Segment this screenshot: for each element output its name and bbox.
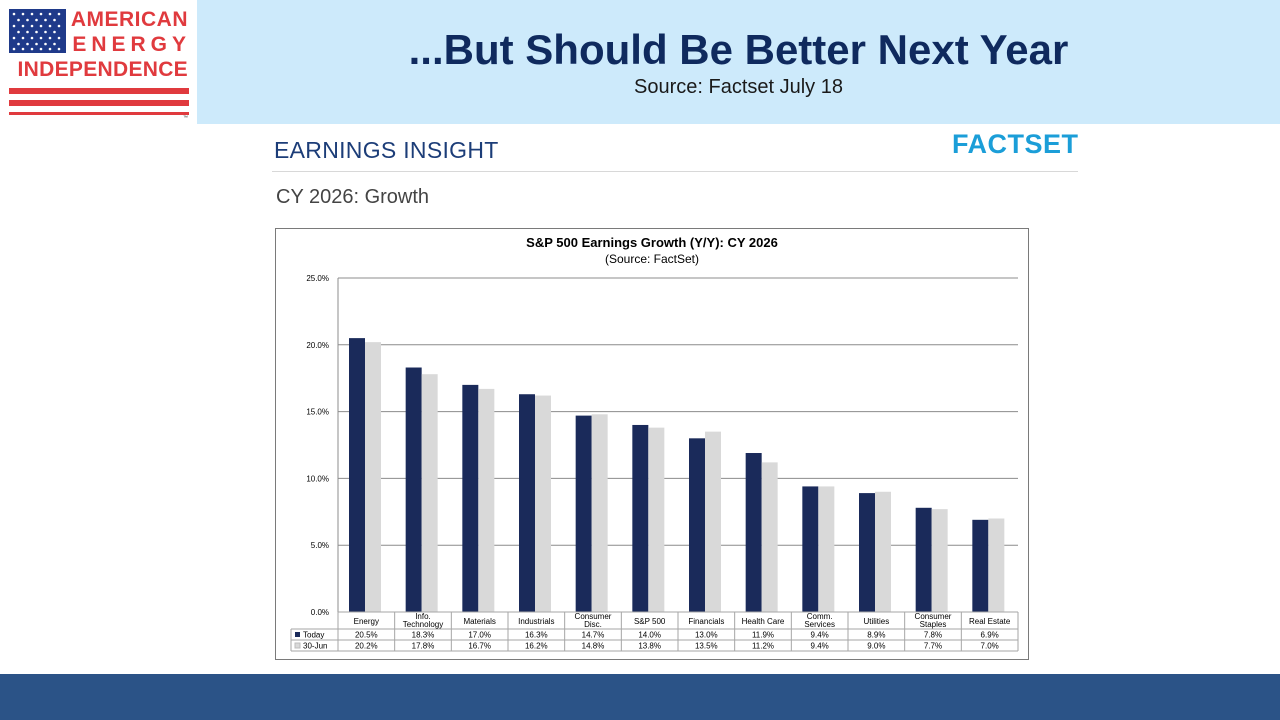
bar-30-jun — [988, 518, 1005, 612]
logo-text-energy: ENERGY — [72, 33, 191, 56]
x-category-label: S&P 500 — [634, 617, 666, 626]
earnings-insight-label: EARNINGS INSIGHT — [274, 137, 499, 163]
bar-today — [915, 507, 932, 612]
data-label: 11.9% — [752, 631, 774, 640]
bar-30-jun — [931, 509, 948, 612]
data-label: 9.0% — [867, 642, 885, 651]
data-label: 13.0% — [695, 631, 718, 640]
data-label: 9.4% — [811, 631, 829, 640]
y-tick-label: 5.0% — [311, 541, 329, 550]
data-label: 20.2% — [355, 642, 378, 651]
factset-logo: FACTSET — [952, 129, 1079, 159]
x-category-label: Info. — [415, 612, 431, 621]
logo-stripe — [9, 112, 189, 115]
x-category-label: Disc. — [584, 620, 602, 629]
legend-swatch — [294, 642, 301, 649]
legend-swatch — [295, 632, 300, 637]
data-label: 14.8% — [582, 642, 605, 651]
earnings-growth-chart: S&P 500 Earnings Growth (Y/Y): CY 2026 (… — [290, 235, 1019, 652]
flag-canton-icon — [9, 9, 66, 53]
x-category-label: Health Care — [742, 617, 785, 626]
x-category-label: Financials — [688, 617, 724, 626]
data-label: 7.8% — [924, 631, 942, 640]
x-category-label: Utilities — [863, 617, 889, 626]
logo-text-independence: INDEPENDENCE — [17, 58, 188, 81]
bar-today — [405, 367, 422, 612]
data-label: 16.2% — [525, 642, 548, 651]
data-label: 16.7% — [468, 642, 491, 651]
y-tick-label: 20.0% — [306, 341, 329, 350]
bar-today — [575, 415, 592, 612]
data-label: 7.0% — [981, 642, 999, 651]
footer-band — [0, 674, 1280, 720]
bar-30-jun — [648, 427, 665, 612]
logo-text-american: AMERICAN — [70, 8, 188, 31]
bar-30-jun — [421, 374, 438, 612]
x-category-label: Energy — [354, 617, 379, 626]
bar-today — [689, 438, 705, 612]
data-label: 20.5% — [355, 631, 378, 640]
data-label: 13.5% — [695, 642, 718, 651]
x-category-label: Consumer — [915, 612, 952, 621]
x-category-label: Staples — [920, 620, 947, 629]
chart-title: S&P 500 Earnings Growth (Y/Y): CY 2026 — [526, 235, 778, 250]
bar-30-jun — [591, 414, 608, 612]
y-tick-label: 15.0% — [306, 408, 329, 417]
flag-stars-icon — [12, 12, 61, 51]
x-category-label: Industrials — [518, 617, 554, 626]
bar-today — [349, 338, 365, 612]
x-category-label: Services — [804, 620, 835, 629]
data-label: 18.3% — [412, 631, 435, 640]
data-label: 6.9% — [981, 631, 999, 640]
data-label: 17.0% — [468, 631, 491, 640]
data-label: 16.3% — [525, 631, 548, 640]
data-label: 11.2% — [752, 642, 774, 651]
y-tick-label: 10.0% — [306, 474, 329, 483]
logo-stripe — [9, 88, 189, 94]
bar-30-jun — [818, 486, 835, 612]
bar-30-jun — [365, 342, 381, 612]
logo-stripe — [9, 100, 189, 106]
chart-subtitle: (Source: FactSet) — [605, 252, 699, 266]
bar-30-jun — [535, 395, 551, 612]
bar-today — [745, 453, 762, 612]
bar-30-jun — [705, 431, 721, 612]
data-label: 7.7% — [924, 642, 942, 651]
bar-30-jun — [478, 388, 495, 612]
x-category-label: Materials — [463, 617, 495, 626]
bar-30-jun — [875, 491, 891, 612]
brand-logo: AMERICAN ENERGY INDEPENDENCE ™ — [0, 0, 197, 124]
data-label: 9.4% — [811, 642, 829, 651]
bar-30-jun — [761, 462, 778, 612]
x-category-label: Comm. — [807, 612, 833, 621]
data-label: 17.8% — [412, 642, 435, 651]
bar-today — [859, 493, 875, 612]
trademark-mark: ™ — [183, 115, 188, 121]
section-label: CY 2026: Growth — [276, 186, 430, 208]
data-label: 14.0% — [638, 631, 661, 640]
data-label: 8.9% — [867, 631, 885, 640]
slide-title: ...But Should Be Better Next Year — [408, 26, 1069, 73]
data-label: 13.8% — [638, 642, 661, 651]
bar-today — [972, 519, 989, 612]
header-band — [197, 0, 1280, 124]
x-category-label: Consumer — [575, 612, 612, 621]
legend-label: Today — [303, 631, 324, 640]
bar-today — [802, 486, 819, 612]
slide-source: Source: Factset July 18 — [634, 76, 843, 98]
x-category-label: Real Estate — [969, 617, 1011, 626]
bar-today — [462, 384, 479, 612]
divider — [272, 171, 1078, 172]
bar-today — [519, 394, 535, 612]
chart-container: S&P 500 Earnings Growth (Y/Y): CY 2026 (… — [275, 228, 1029, 660]
data-label: 14.7% — [582, 631, 605, 640]
y-tick-label: 0.0% — [311, 608, 329, 617]
x-category-label: Technology — [403, 620, 443, 629]
y-tick-label: 25.0% — [306, 274, 329, 283]
bar-today — [632, 424, 649, 612]
legend-label: 30-Jun — [303, 642, 327, 651]
